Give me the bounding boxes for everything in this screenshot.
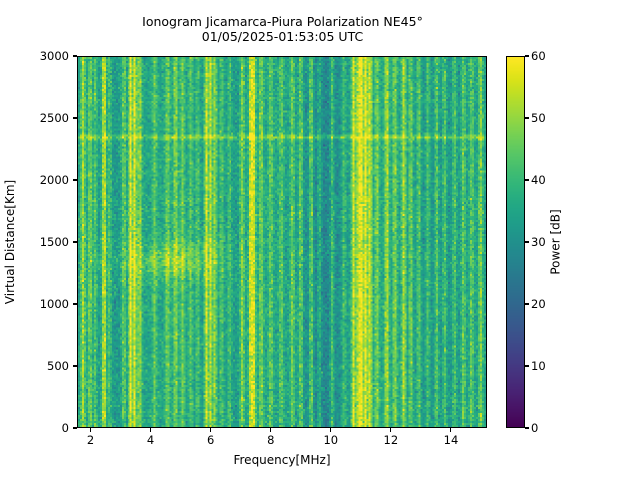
x-tick-label: 2 [86,433,95,447]
colorbar-tick-mark [525,117,529,119]
y-tick-mark [73,303,77,305]
y-tick-label: 1500 [39,235,69,249]
x-tick-label: 6 [206,433,215,447]
colorbar-tick-label: 30 [531,235,546,249]
colorbar-tick-mark [525,427,529,429]
y-tick-label: 0 [61,421,69,435]
y-tick-mark [73,241,77,243]
colorbar-tick-mark [525,303,529,305]
title-line-1: Ionogram Jicamarca-Piura Polarization NE… [142,14,423,29]
x-tick-mark [150,428,152,432]
x-tick-mark [330,428,332,432]
colorbar-tick-label: 60 [531,49,546,63]
y-tick-mark [73,179,77,181]
colorbar-tick-mark [525,365,529,367]
y-tick-mark [73,55,77,57]
x-tick-mark [270,428,272,432]
y-tick-mark [73,427,77,429]
x-tick-label: 14 [443,433,459,447]
colorbar-label: Power [dB] [548,56,564,428]
x-tick-label: 12 [383,433,399,447]
colorbar-tick-mark [525,179,529,181]
colorbar-tick-label: 10 [531,359,546,373]
y-axis-label-text: Virtual Distance[Km] [3,179,18,305]
y-tick-mark [73,365,77,367]
y-tick-mark [73,117,77,119]
colorbar [506,56,525,428]
y-tick-label: 3000 [39,49,69,63]
colorbar-tick-mark [525,55,529,57]
x-tick-label: 4 [146,433,155,447]
colorbar-tick-label: 50 [531,111,546,125]
heatmap-plot-area [77,56,487,428]
y-axis-label: Virtual Distance[Km] [0,56,20,428]
x-tick-mark [89,428,92,432]
y-tick-label: 1000 [39,297,69,311]
figure-title: Ionogram Jicamarca-Piura Polarization NE… [0,14,565,44]
x-axis-label: Frequency[MHz] [233,453,331,467]
colorbar-tick-label: 0 [531,421,539,435]
ionogram-heatmap [78,57,486,427]
colorbar-gradient [507,57,524,427]
x-tick-mark [450,428,452,432]
x-tick-mark [390,428,392,432]
y-tick-label: 2000 [39,173,69,187]
colorbar-tick-label: 20 [531,297,546,311]
colorbar-tick-mark [525,241,529,243]
colorbar-tick-label: 40 [531,173,546,187]
title-line-2: 01/05/2025-01:53:05 UTC [201,29,364,44]
colorbar-label-text: Power [dB] [549,209,563,275]
x-tick-mark [210,428,212,432]
x-tick-label: 8 [267,433,275,447]
x-tick-label: 10 [323,433,339,447]
y-tick-label: 2500 [39,111,69,125]
y-tick-label: 500 [47,359,69,373]
